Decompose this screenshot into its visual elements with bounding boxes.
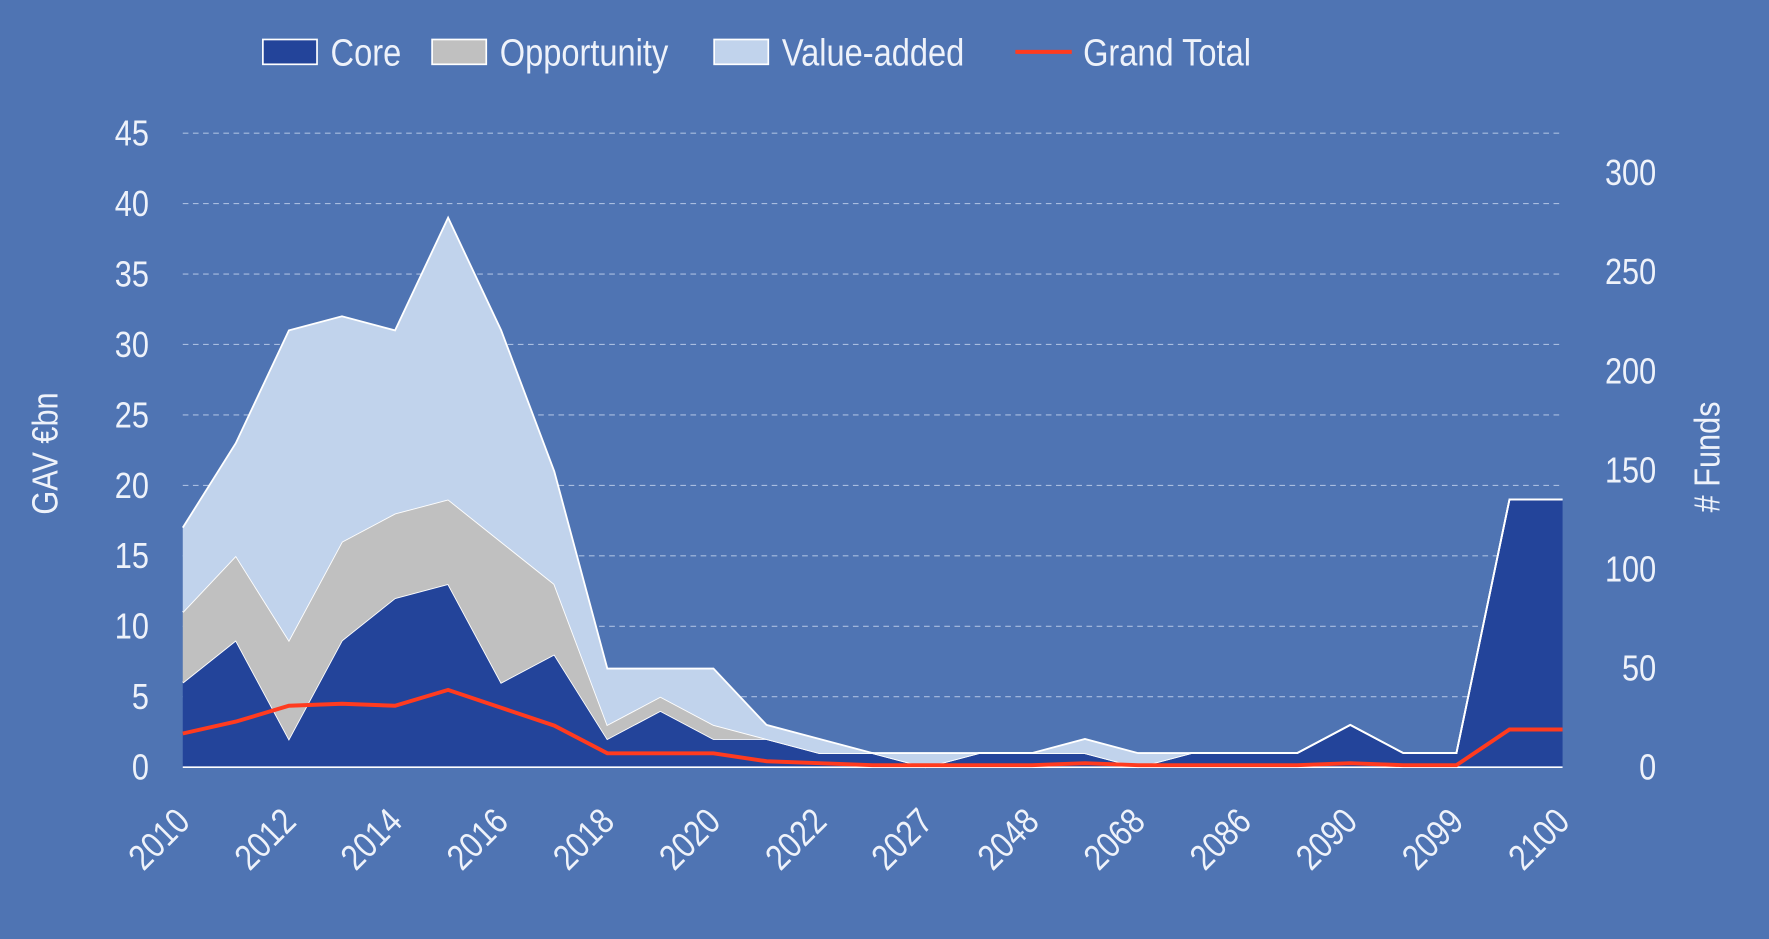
y2-tick-label: 250 [1605, 253, 1656, 293]
y2-tick-label: 50 [1622, 649, 1656, 689]
legend-swatch [262, 38, 318, 66]
legend-label: Value-added [782, 31, 964, 74]
y-axis-label: GAV €bn [26, 392, 66, 514]
y-tick-label: 25 [115, 396, 149, 436]
area [182, 499, 1563, 768]
y-tick-label: 5 [132, 678, 149, 718]
y2-axis-label: # Funds [1688, 401, 1728, 512]
area [182, 217, 1563, 768]
y-tick-label: 30 [115, 326, 149, 366]
legend-swatch [713, 38, 770, 66]
area [182, 499, 1563, 768]
y-tick-label: 0 [132, 748, 149, 788]
y2-tick-label: 150 [1605, 451, 1656, 491]
y-tick-label: 40 [115, 185, 149, 225]
y-tick-label: 10 [115, 607, 149, 647]
y2-tick-label: 0 [1639, 748, 1656, 788]
legend-label: Opportunity [500, 31, 669, 74]
y2-tick-label: 200 [1605, 352, 1656, 392]
y2-tick-label: 300 [1605, 154, 1656, 194]
line [182, 687, 1563, 768]
y2-tick-label: 100 [1605, 550, 1656, 590]
area-edge [182, 215, 1563, 754]
legend-label: Grand Total [1083, 31, 1251, 74]
legend-swatch [431, 38, 488, 66]
y-tick-label: 45 [115, 114, 149, 154]
y-tick-label: 20 [115, 467, 149, 507]
legend-label: Core [331, 31, 402, 74]
y-tick-label: 15 [115, 537, 149, 577]
y-tick-label: 35 [115, 255, 149, 295]
